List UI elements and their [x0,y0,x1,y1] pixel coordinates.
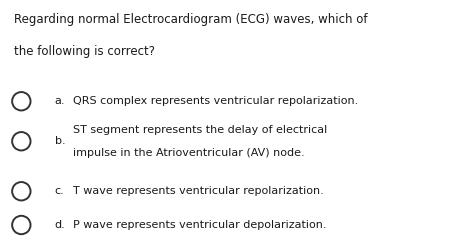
Text: impulse in the Atrioventricular (AV) node.: impulse in the Atrioventricular (AV) nod… [73,148,305,158]
Text: b.: b. [55,136,65,146]
Text: a.: a. [55,96,65,106]
Text: the following is correct?: the following is correct? [14,45,155,58]
Text: c.: c. [55,186,64,196]
Text: ST segment represents the delay of electrical: ST segment represents the delay of elect… [73,125,328,135]
Text: P wave represents ventricular depolarization.: P wave represents ventricular depolariza… [73,220,327,230]
Text: Regarding normal Electrocardiogram (ECG) waves, which of: Regarding normal Electrocardiogram (ECG)… [14,12,368,26]
Text: QRS complex represents ventricular repolarization.: QRS complex represents ventricular repol… [73,96,359,106]
Text: T wave represents ventricular repolarization.: T wave represents ventricular repolariza… [73,186,324,196]
Text: d.: d. [55,220,65,230]
